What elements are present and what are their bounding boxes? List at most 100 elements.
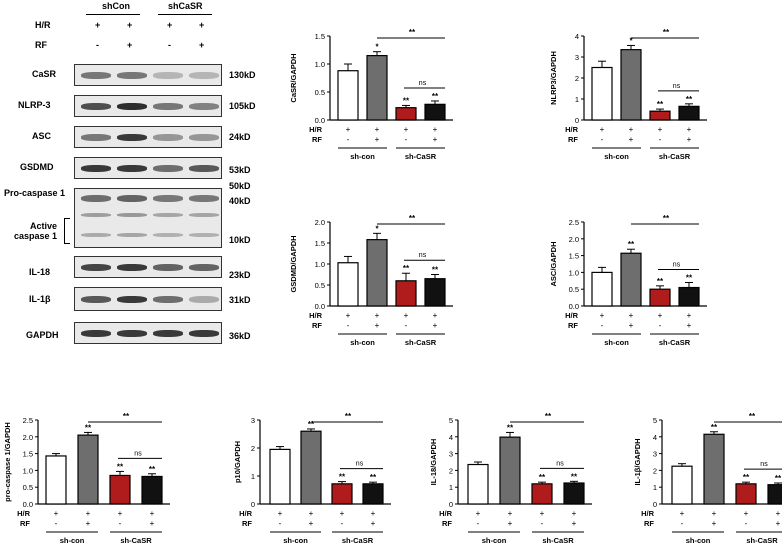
y-tick-label: 1.0 <box>23 466 33 475</box>
bar <box>395 107 417 121</box>
rf-sign: - <box>601 321 604 330</box>
rf-sign: - <box>601 135 604 144</box>
y-axis-label: p10/GAPDH <box>233 441 242 483</box>
hr-sign: + <box>433 311 438 320</box>
y-tick-label: 0 <box>653 500 657 509</box>
blot-band <box>153 72 183 79</box>
rf-sign: + <box>712 519 717 528</box>
group-underline-shcon <box>86 14 140 15</box>
bar <box>735 483 757 505</box>
y-tick-label: 1.0 <box>569 268 579 277</box>
rf-sign: + <box>629 135 634 144</box>
hr-sign: + <box>476 509 481 518</box>
kd-label: 50kD <box>229 181 251 191</box>
hr-sign: + <box>346 125 351 134</box>
kd-label: 40kD <box>229 196 251 206</box>
y-tick-label: 2.0 <box>315 218 325 227</box>
y-tick-label: 1.5 <box>315 32 325 41</box>
row-label-pro-caspase-1: Pro-caspase 1 <box>4 188 66 198</box>
bar <box>141 475 163 505</box>
significance-star: ** <box>539 473 546 482</box>
significance-star: ** <box>657 277 664 286</box>
y-axis-label: GSDMD/GAPDH <box>289 235 298 292</box>
rf-sign: - <box>541 519 544 528</box>
group-underline-shcasr <box>158 14 212 15</box>
y-tick-label: 1.5 <box>23 450 33 459</box>
y-tick-label: 0.0 <box>569 302 579 311</box>
blot-band <box>117 195 147 202</box>
significance-star: ** <box>149 465 156 474</box>
group-label-sh-con: sh-con <box>60 536 85 545</box>
blot-band <box>189 195 219 202</box>
blot-band <box>153 103 183 110</box>
blot-row-casr <box>74 64 222 86</box>
blot-band <box>189 72 219 79</box>
rf-sign: - <box>279 519 282 528</box>
rf-sign: + <box>86 519 91 528</box>
significance-star: ** <box>571 472 578 481</box>
y-axis-label: CaSR/GAPDH <box>289 53 298 102</box>
significance-star: ** <box>339 473 346 482</box>
row-label-gsdmd: GSDMD <box>20 162 54 172</box>
y-tick-label: 1.0 <box>315 260 325 269</box>
y-tick-label: 2 <box>575 74 579 83</box>
blot-band <box>81 296 111 303</box>
significance-star: ** <box>711 423 718 432</box>
hr-sign: + <box>199 20 205 30</box>
blot-band <box>189 296 219 303</box>
rf-sign: + <box>309 519 314 528</box>
hr-label: H/R <box>17 509 31 518</box>
blot-band <box>153 233 183 237</box>
kd-label: 36kD <box>229 331 251 341</box>
rf-sign: + <box>371 519 376 528</box>
significance-star: ** <box>432 266 439 275</box>
hr-sign: + <box>508 509 513 518</box>
ns-label: ns <box>134 450 142 457</box>
hr-sign: + <box>404 125 409 134</box>
kd-label: 105kD <box>229 101 256 111</box>
rf-sign: + <box>572 519 577 528</box>
ns-label: ns <box>556 460 564 467</box>
significance-star: ** <box>775 474 782 483</box>
significance-star: ** <box>432 92 439 101</box>
rf-sign: + <box>375 135 380 144</box>
blot-row-gsdmd <box>74 157 222 179</box>
bar <box>620 252 642 307</box>
group-label-sh-casr: sh-CaSR <box>659 152 691 161</box>
row-label-il18: IL-18 <box>29 267 51 277</box>
chart-asc: 0.0 0.5 1.0 1.5 2.0 2.5 ASC/GAPDH ** ** ** ** ns H/R… <box>549 214 707 347</box>
bracket-label-line1: Active <box>30 221 58 231</box>
blot-band <box>153 213 183 217</box>
rf-sign: - <box>347 321 350 330</box>
blot-band <box>117 264 147 271</box>
group-label-sh-con: sh-con <box>482 536 507 545</box>
hr-label: H/R <box>239 509 253 518</box>
group-label-sh-casr: sh-CaSR <box>542 536 574 545</box>
blot-row-caspase1 <box>74 188 222 248</box>
blot-row-nlrp3 <box>74 95 222 117</box>
blot-band <box>117 165 147 172</box>
group-label-sh-con: sh-con <box>283 536 308 545</box>
rf-sign: + <box>687 321 692 330</box>
bar <box>424 103 446 121</box>
blot-band <box>117 213 147 217</box>
hr-sign: + <box>540 509 545 518</box>
chart-pro-caspase1: 0.0 0.5 1.0 1.5 2.0 2.5 pro-caspase 1/GAPDH ** *… <box>3 412 170 545</box>
hr-sign: + <box>375 311 380 320</box>
rf-sign: - <box>659 321 662 330</box>
y-axis-label: NLRP3/GAPDH <box>549 51 558 105</box>
bar <box>531 483 553 505</box>
blot-band <box>117 330 147 337</box>
hr-sign: + <box>744 509 749 518</box>
blot-band <box>189 103 219 110</box>
kd-label: 23kD <box>229 270 251 280</box>
y-tick-label: 1 <box>449 483 453 492</box>
y-tick-label: 1.0 <box>315 60 325 69</box>
significance-label: ** <box>545 412 552 421</box>
rf-sign: + <box>199 40 205 50</box>
bracket-label-line2: caspase 1 <box>14 231 58 241</box>
rf-sign: + <box>150 519 155 528</box>
